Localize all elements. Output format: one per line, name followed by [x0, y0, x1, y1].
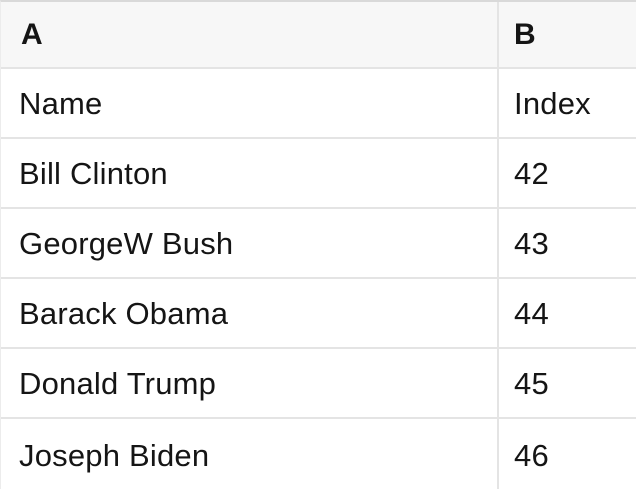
table-row: Joseph Biden 46: [1, 419, 636, 489]
cell-b6-index-46[interactable]: 46: [514, 437, 549, 473]
column-header-a[interactable]: A: [1, 2, 499, 67]
cell-a2-bill-clinton[interactable]: Bill Clinton: [1, 139, 499, 207]
cell-a4-barack-obama[interactable]: Barack Obama: [1, 279, 499, 347]
cell-b5-index-45[interactable]: 45: [514, 365, 549, 401]
cell-a5-donald-trump[interactable]: Donald Trump: [1, 349, 499, 417]
table-row: GeorgeW Bush 43: [1, 209, 636, 279]
column-header-row: A B: [1, 2, 636, 69]
table-row: Name Index: [1, 69, 636, 139]
table-row: Donald Trump 45: [1, 349, 636, 419]
cell-a3-georgew-bush[interactable]: GeorgeW Bush: [1, 209, 499, 277]
cell-a1-name-label[interactable]: Name: [1, 69, 499, 137]
cell-b1-index-label[interactable]: Index: [514, 85, 591, 121]
table-row: Bill Clinton 42: [1, 139, 636, 209]
cell-b2-index-42[interactable]: 42: [514, 155, 549, 191]
cell-b3-index-43[interactable]: 43: [514, 225, 549, 261]
column-header-b[interactable]: B: [514, 17, 536, 51]
cell-a6-joseph-biden[interactable]: Joseph Biden: [1, 419, 499, 489]
cell-b4-index-44[interactable]: 44: [514, 295, 549, 331]
table-row: Barack Obama 44: [1, 279, 636, 349]
